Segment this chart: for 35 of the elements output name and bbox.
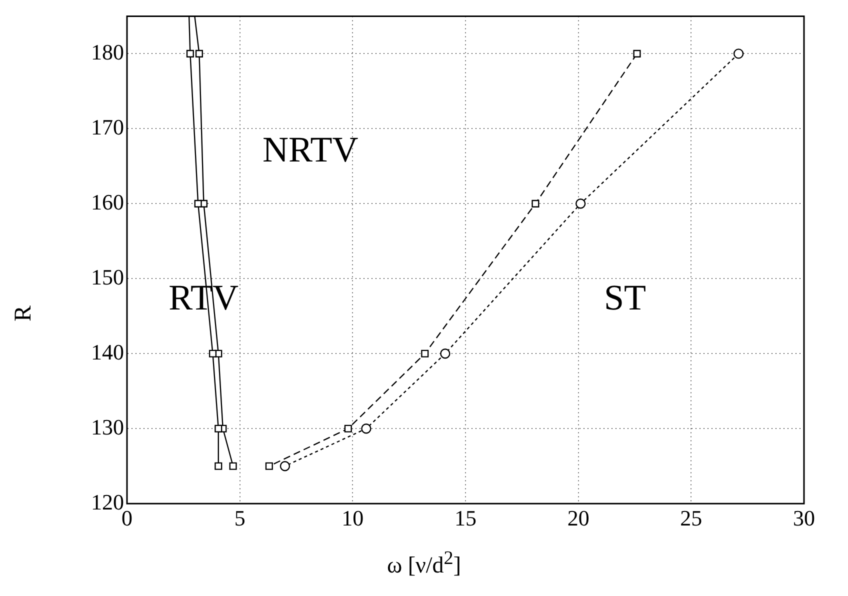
y-tick-label: 130	[91, 414, 124, 440]
y-tick-label: 150	[91, 264, 124, 290]
point	[195, 50, 203, 58]
annotation: NRTV	[262, 129, 358, 170]
point	[194, 200, 202, 208]
point	[208, 350, 217, 358]
x-tick-label: 30	[793, 506, 815, 531]
point	[440, 348, 450, 359]
point	[633, 50, 641, 58]
point	[344, 424, 352, 432]
point	[575, 198, 586, 209]
y-tick-label: 140	[91, 339, 124, 364]
y-axis-title: R	[10, 305, 38, 322]
point	[733, 48, 744, 59]
x-tick-label: 10	[342, 506, 364, 531]
point	[265, 462, 273, 470]
x-tick-label: 20	[567, 506, 590, 531]
y-tick-label: 160	[91, 189, 124, 214]
point	[421, 350, 429, 358]
point	[532, 200, 540, 208]
y-tick-label: 170	[91, 114, 124, 140]
x-tick-label: 25	[680, 506, 702, 531]
point	[229, 462, 237, 470]
x-tick-label: 0	[122, 506, 132, 531]
point	[361, 424, 372, 434]
point	[186, 50, 194, 58]
y-tick-label: 180	[91, 39, 124, 64]
point	[214, 462, 222, 470]
point	[214, 424, 222, 432]
x-tick-label: 15	[454, 506, 476, 531]
x-tick-label: 5	[234, 506, 246, 531]
point	[280, 461, 290, 472]
y-tick-label: 120	[91, 489, 124, 514]
x-axis-title: ω [ν/d$^{2}$]	[386, 548, 462, 579]
annotation: ST	[604, 277, 646, 318]
